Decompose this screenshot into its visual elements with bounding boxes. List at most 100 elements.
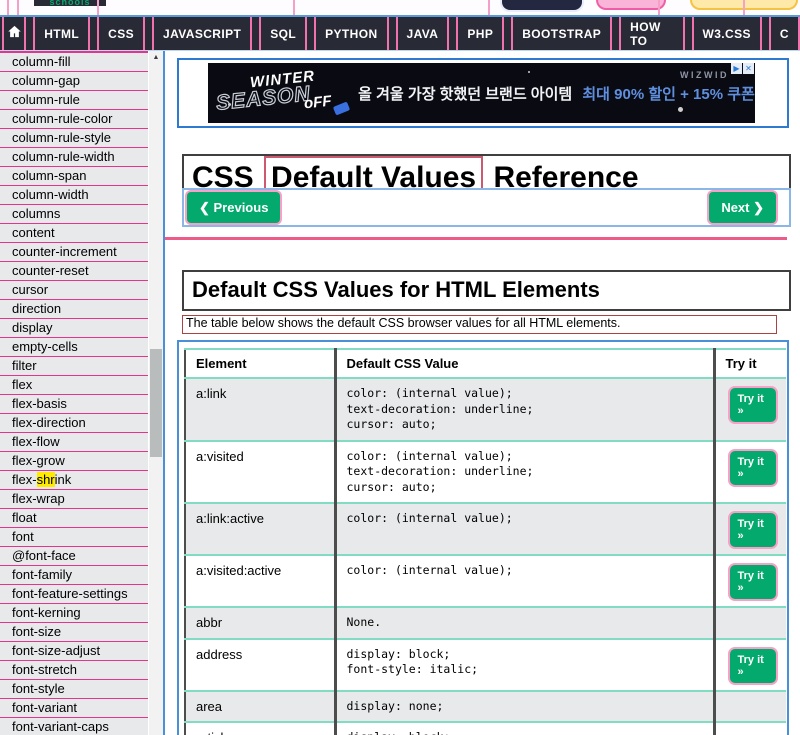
nav-tab-php[interactable]: PHP [456, 17, 505, 50]
sidebar-item-font-family[interactable]: font-family [0, 566, 148, 585]
sidebar-item-flex-grow[interactable]: flex-grow [0, 452, 148, 471]
sidebar-item-font-size[interactable]: font-size [0, 623, 148, 642]
annotation-tick [658, 0, 660, 15]
nav-tab-python[interactable]: PYTHON [314, 17, 389, 50]
table-row: a:visited color: (internal value); text-de… [185, 439, 786, 504]
element-name: a:visited:active [196, 563, 282, 578]
scrollbar-thumb[interactable] [150, 349, 162, 457]
sidebar-item-counter-reset[interactable]: counter-reset [0, 262, 148, 281]
table-row: article display: block; [185, 721, 786, 735]
sidebar-scrollbar[interactable]: ▲ [149, 51, 163, 735]
sidebar-item-column-rule-color[interactable]: column-rule-color [0, 110, 148, 129]
nav-tab-how-to[interactable]: HOW TO [619, 17, 685, 50]
section-divider [165, 237, 787, 240]
try-it-button[interactable]: Try it » [729, 565, 776, 599]
ad-close-icon[interactable]: ✕ [743, 63, 754, 74]
sidebar-item-font-variant[interactable]: font-variant [0, 699, 148, 718]
sidebar-item-column-gap[interactable]: column-gap [0, 72, 148, 91]
sidebar-item-cursor[interactable]: cursor [0, 281, 148, 300]
header-pill-pink[interactable] [596, 0, 666, 10]
table-row: a:link:active color: (internal value); Try… [185, 502, 786, 556]
sidebar-item-font-style[interactable]: font-style [0, 680, 148, 699]
css-value: display: block; [347, 730, 703, 735]
sidebar-item-column-width[interactable]: column-width [0, 186, 148, 205]
sidebar-item-display[interactable]: display [0, 319, 148, 338]
try-it-button[interactable]: Try it » [729, 388, 776, 422]
ad-off-text: oFF [303, 92, 333, 113]
try-it-button[interactable]: Try it » [729, 513, 776, 547]
sidebar-item-font-size-adjust[interactable]: font-size-adjust [0, 642, 148, 661]
table-container: Element Default CSS Value Try it a:link c… [177, 340, 789, 735]
sidebar-item-counter-increment[interactable]: counter-increment [0, 243, 148, 262]
ad-season-text: SEASON [214, 82, 312, 116]
sidebar-item-font-variant-caps[interactable]: font-variant-caps [0, 718, 148, 735]
try-it-button[interactable]: Try it » [729, 450, 776, 485]
sidebar-item-font-feature-settings[interactable]: font-feature-settings [0, 585, 148, 604]
description: The table below shows the default CSS br… [182, 314, 777, 334]
nav-tab-w3-css[interactable]: W3.CSS [691, 17, 762, 50]
sidebar-item-filter[interactable]: filter [0, 357, 148, 376]
nav-tab-bootstrap[interactable]: BOOTSTRAP [511, 17, 613, 50]
sidebar-item-flex-direction[interactable]: flex-direction [0, 414, 148, 433]
sidebar-item-columns[interactable]: columns [0, 205, 148, 224]
sidebar-item-flex-wrap[interactable]: flex-wrap [0, 490, 148, 509]
sidebar-item-content[interactable]: content [0, 224, 148, 243]
sidebar-item-column-span[interactable]: column-span [0, 167, 148, 186]
css-value: cursor: auto; [346, 417, 437, 431]
nav-tab-sql[interactable]: SQL [259, 17, 308, 50]
sidebar-item-label: flex- [12, 472, 37, 487]
header-pill-dark[interactable] [500, 0, 584, 12]
css-value: text-decoration: underline; [346, 464, 534, 478]
ad-brand-logo: WIZWID [680, 70, 729, 80]
ad-copy: 올 겨울 가장 핫했던 브랜드 아이템 최대 90% 할인 + 15% 쿠폰 [358, 83, 755, 104]
main-content: WINTER SEASON oFF 올 겨울 가장 핫했던 브랜드 아이템 최대… [163, 51, 800, 735]
sidebar-item-direction[interactable]: direction [0, 300, 148, 319]
sidebar-item-column-rule-width[interactable]: column-rule-width [0, 148, 148, 167]
sidebar-item-column-rule-style[interactable]: column-rule-style [0, 129, 148, 148]
sidebar-item-column-rule[interactable]: column-rule [0, 91, 148, 110]
annotation-tick [7, 0, 9, 15]
nav-tab-c[interactable]: C [768, 17, 800, 50]
nav-home[interactable] [2, 17, 27, 50]
sidebar-item-flex-basis[interactable]: flex-basis [0, 395, 148, 414]
section-heading: Default CSS Values for HTML Elements [182, 270, 791, 312]
sidebar-item-label: ink [54, 472, 72, 487]
sidebar-item-font-kerning[interactable]: font-kerning [0, 604, 148, 623]
sidebar: column-fill column-gap column-rule column-r… [0, 51, 148, 735]
scroll-up-button[interactable]: ▲ [149, 51, 163, 64]
next-button[interactable]: Next ❯ [709, 192, 776, 223]
column-header-try-it: Try it [712, 348, 786, 379]
sidebar-item-flex-flow[interactable]: flex-flow [0, 433, 148, 452]
element-name: article [196, 730, 231, 735]
css-value: color: (internal value); [346, 386, 513, 400]
sidebar-item-font[interactable]: font [0, 528, 148, 547]
sidebar-item-font-stretch[interactable]: font-stretch [0, 661, 148, 680]
ad-season-graphic: WINTER SEASON oFF [208, 63, 358, 123]
try-it-button[interactable]: Try it » [729, 648, 776, 683]
element-name: a:link [196, 386, 227, 401]
site-logo[interactable]: schools [34, 0, 106, 6]
column-header-default-css-value: Default CSS Value [333, 348, 714, 379]
adchoices-icon[interactable]: ▶ [731, 63, 742, 74]
css-value: display: none; [346, 698, 444, 713]
sidebar-item-flex-shrink[interactable]: flex-shrink [0, 471, 148, 490]
nav-tab-java[interactable]: JAVA [395, 17, 450, 50]
home-icon [7, 24, 22, 44]
table-row: area display: none; [185, 689, 786, 723]
sidebar-item-flex[interactable]: flex [0, 376, 148, 395]
previous-button[interactable]: ❮ Previous [187, 192, 281, 223]
css-value: font-style: italic; [346, 662, 479, 676]
sidebar-item-float[interactable]: float [0, 509, 148, 528]
nav-tab-javascript[interactable]: JAVASCRIPT [152, 17, 253, 50]
table-header-row: Element Default CSS Value Try it [185, 348, 786, 379]
ad-container: WINTER SEASON oFF 올 겨울 가장 핫했던 브랜드 아이템 최대… [177, 58, 789, 128]
ad-banner[interactable]: WINTER SEASON oFF 올 겨울 가장 핫했던 브랜드 아이템 최대… [208, 63, 755, 123]
nav-tab-css[interactable]: CSS [97, 17, 145, 50]
navbar: HTML CSS JAVASCRIPT SQL PYTHON JAVA PHP BOOTSTR… [0, 17, 800, 51]
sidebar-item-column-fill[interactable]: column-fill [0, 53, 148, 72]
css-value: color: (internal value); [346, 563, 513, 577]
nav-tab-html[interactable]: HTML [33, 17, 91, 50]
sidebar-item-font-face[interactable]: @font-face [0, 547, 148, 566]
sidebar-item-empty-cells[interactable]: empty-cells [0, 338, 148, 357]
